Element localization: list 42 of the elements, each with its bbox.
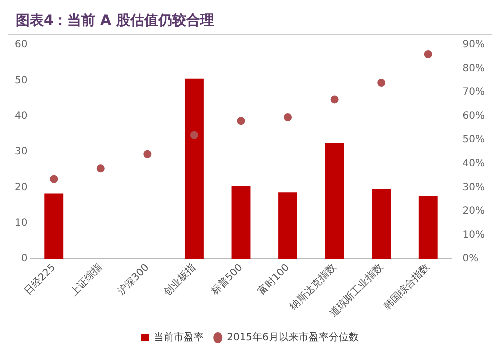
y2-tick-label: 20%	[462, 206, 486, 218]
point	[144, 150, 152, 158]
point	[330, 96, 339, 104]
y-tick-label: 60	[14, 40, 28, 51]
point	[284, 114, 292, 122]
x-tick-label: 标普500	[208, 262, 246, 299]
bar	[44, 194, 64, 260]
y-tick-label: 40	[14, 110, 28, 122]
y2-tick-label: 30%	[462, 182, 486, 194]
x-tick-label: 韩国综合指数	[381, 262, 432, 313]
point	[190, 131, 198, 140]
x-tick-label: 上证综指	[68, 262, 105, 298]
bar	[278, 192, 298, 260]
x-tick-label: 富时100	[256, 262, 292, 298]
x-tick-label: 沪深300	[116, 262, 152, 298]
y2-tick-label: 0%	[462, 254, 479, 265]
y2-tick-label: 80%	[462, 63, 486, 74]
legend-label: 当前市盈率	[154, 332, 204, 344]
legend-label: 2015年6月以来市盈率分位数	[227, 332, 359, 344]
point	[50, 175, 58, 184]
bar	[372, 189, 392, 260]
bar	[184, 78, 204, 260]
point	[378, 79, 386, 88]
x-tick-label: 创业板指	[162, 262, 198, 298]
y2-tick-label: 60%	[462, 110, 486, 122]
y-tick-label: 50	[14, 75, 28, 86]
y-tick-label: 0	[21, 254, 28, 265]
y2-tick-label: 50%	[462, 134, 486, 146]
y-tick-label: 20	[14, 182, 28, 194]
y-tick-label: 10	[14, 218, 28, 229]
bar	[325, 143, 344, 260]
y2-tick-label: 90%	[462, 40, 486, 51]
point	[424, 50, 432, 59]
y2-tick-label: 70%	[462, 87, 486, 98]
point	[96, 164, 105, 173]
bar	[418, 196, 438, 260]
bar	[232, 186, 251, 260]
y2-tick-label: 10%	[462, 230, 486, 241]
point	[237, 117, 246, 126]
y-tick-label: 30	[14, 146, 28, 158]
chart-title: 图表4：当前 A 股估值仍较合理	[8, 8, 492, 35]
y2-tick-label: 40%	[462, 158, 486, 170]
